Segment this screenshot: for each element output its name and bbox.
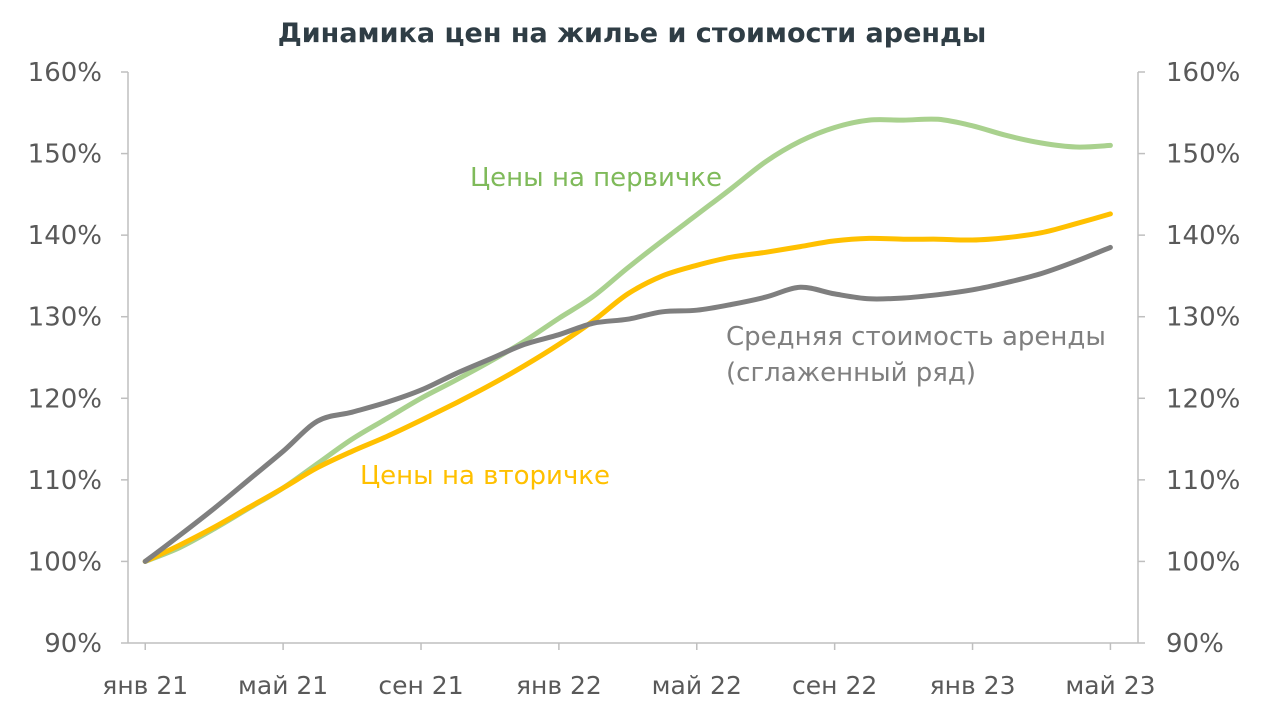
chart-axes	[127, 72, 1139, 644]
x-tick-label: янв 22	[516, 671, 602, 700]
x-tick-label: янв 21	[102, 671, 188, 700]
annotation-rent-line1: Средняя стоимость аренды	[726, 322, 1106, 352]
y-tick-label-left: 90%	[44, 629, 102, 659]
x-ticks: янв 21 май 21 сен 21 янв 22 май 22 сен 22 янв …	[102, 643, 1156, 700]
y-tick-label-left: 140%	[28, 221, 102, 251]
y-ticks-left: 90% 100% 110% 120% 130% 140% 150% 160%	[28, 58, 128, 659]
y-tick-label-left: 160%	[28, 58, 102, 88]
y-tick-label-left: 150%	[28, 140, 102, 170]
series-line-rent	[142, 244, 1113, 564]
y-ticks-right: 90% 100% 110% 120% 130% 140% 150% 160%	[1138, 58, 1240, 659]
y-tick-label-left: 100%	[28, 547, 102, 577]
series-line-secondary-prices	[142, 211, 1113, 564]
annotation-primary-prices: Цены на первичке	[470, 163, 722, 193]
y-tick-label-right: 150%	[1166, 140, 1240, 170]
y-tick-label-right: 100%	[1166, 547, 1240, 577]
y-tick-label-right: 130%	[1166, 303, 1240, 333]
x-tick-label: сен 22	[792, 671, 877, 700]
x-tick-label: май 23	[1065, 671, 1155, 700]
y-tick-label-right: 140%	[1166, 221, 1240, 251]
y-tick-label-right: 90%	[1166, 629, 1224, 659]
y-tick-label-left: 120%	[28, 384, 102, 414]
y-tick-label-left: 130%	[28, 303, 102, 333]
x-tick-label: май 22	[652, 671, 742, 700]
annotation-secondary-prices: Цены на вторичке	[360, 461, 610, 491]
x-tick-label: сен 21	[378, 671, 463, 700]
y-tick-label-left: 110%	[28, 466, 102, 496]
y-tick-label-right: 110%	[1166, 466, 1240, 496]
chart-title: Динамика цен на жилье и стоимости аренды	[278, 18, 987, 49]
y-tick-label-right: 120%	[1166, 384, 1240, 414]
series-layer	[142, 116, 1113, 564]
x-tick-label: май 21	[238, 671, 328, 700]
series-annotations: Цены на первичке Цены на вторичке Средня…	[360, 163, 1106, 491]
annotation-rent-line2: (сглаженный ряд)	[726, 358, 976, 388]
y-tick-label-right: 160%	[1166, 58, 1240, 88]
x-tick-label: янв 23	[930, 671, 1016, 700]
